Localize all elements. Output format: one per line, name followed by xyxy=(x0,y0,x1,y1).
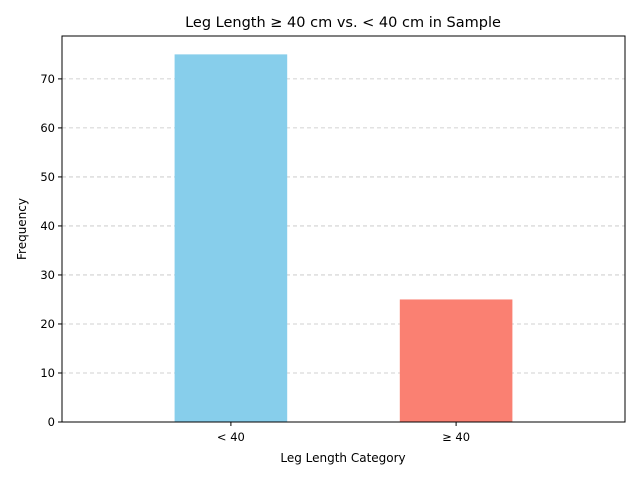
y-tick-label: 30 xyxy=(40,268,55,282)
y-tick-label: 50 xyxy=(40,170,55,184)
x-tick-label: < 40 xyxy=(217,430,245,444)
x-axis-ticks: < 40 ≥ 40 xyxy=(217,422,470,444)
y-tick-label: 0 xyxy=(48,415,55,429)
y-axis-ticks: 0 10 20 30 40 50 60 70 xyxy=(40,72,62,429)
bar-1 xyxy=(399,299,513,422)
x-tick-label: ≥ 40 xyxy=(442,430,470,444)
bar-0 xyxy=(174,54,288,422)
x-axis-label: Leg Length Category xyxy=(280,451,405,465)
plot-frame xyxy=(61,35,626,423)
y-tick-label: 10 xyxy=(40,366,55,380)
y-axis-label: Frequency xyxy=(15,198,29,260)
y-tick-label: 20 xyxy=(40,317,55,331)
y-tick-label: 70 xyxy=(40,72,55,86)
chart-title: Leg Length ≥ 40 cm vs. < 40 cm in Sample xyxy=(185,15,501,31)
grid-lines xyxy=(62,78,625,374)
y-tick-label: 60 xyxy=(40,121,55,135)
bars xyxy=(174,54,513,422)
y-tick-label: 40 xyxy=(40,219,55,233)
